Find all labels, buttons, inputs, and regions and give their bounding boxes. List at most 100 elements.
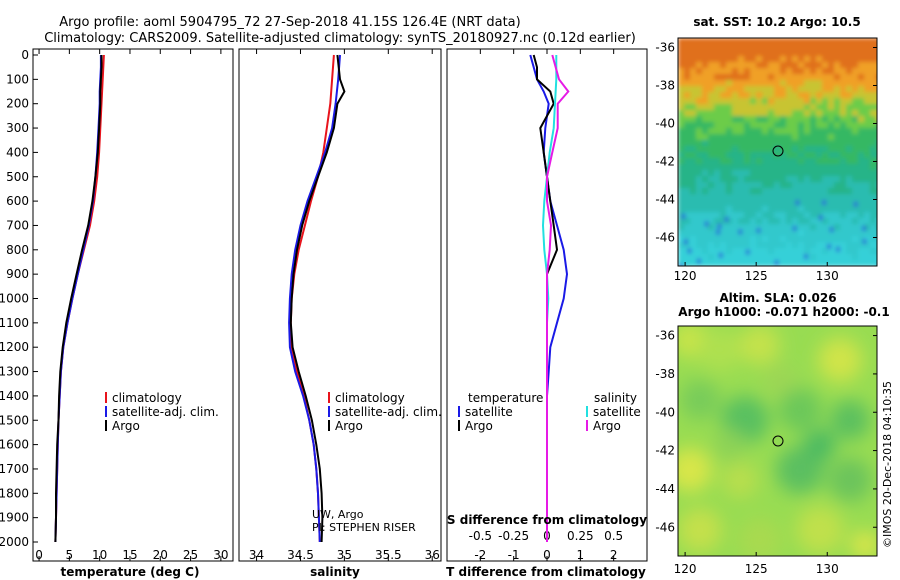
- sst-cell: [792, 104, 799, 111]
- sst-cell: [750, 38, 757, 45]
- sst-cell: [828, 182, 835, 189]
- sst-cell: [762, 170, 769, 177]
- sst-cell: [864, 110, 871, 117]
- sst-cell: [744, 62, 751, 69]
- sla-map-subtitle: Argo h1000: -0.071 h2000: -0.1: [678, 305, 889, 319]
- sst-cell: [792, 170, 799, 177]
- sst-cell: [702, 188, 709, 195]
- sst-cell: [816, 134, 823, 141]
- sst-cell: [864, 44, 871, 51]
- sst-cell: [708, 104, 715, 111]
- sst-cell: [738, 176, 745, 183]
- sst-cell: [714, 44, 721, 51]
- sst-cell: [816, 236, 823, 243]
- sst-cold-speck: [738, 229, 743, 235]
- map-y-tick-label: -44: [655, 482, 675, 496]
- sst-cell: [738, 38, 745, 45]
- sst-cell: [822, 116, 829, 123]
- sst-cell: [834, 212, 841, 219]
- sst-cell: [678, 92, 685, 99]
- sst-cell: [696, 74, 703, 81]
- sla-blob: [830, 400, 870, 440]
- sst-cell: [768, 92, 775, 99]
- sst-cell: [744, 206, 751, 213]
- sst-cell: [846, 206, 853, 213]
- sst-cell: [786, 134, 793, 141]
- sst-cell: [714, 182, 721, 189]
- sst-cell: [840, 68, 847, 75]
- sst-cell: [726, 98, 733, 105]
- sst-cell: [822, 164, 829, 171]
- sst-cell: [858, 182, 865, 189]
- sst-cell: [696, 206, 703, 213]
- sst-cell: [696, 44, 703, 51]
- salinity-panel-frame: [238, 48, 442, 562]
- sst-cell: [678, 212, 685, 219]
- sst-cell: [738, 50, 745, 57]
- sst-cell: [690, 128, 697, 135]
- sst-cell: [846, 80, 853, 87]
- legend-label: climatology: [335, 391, 405, 405]
- sst-cell: [816, 38, 823, 45]
- sst-argo-location-marker: [772, 145, 784, 157]
- sst-cell: [798, 62, 805, 69]
- sst-cell: [834, 74, 841, 81]
- sst-cell: [744, 164, 751, 171]
- sst-cell: [750, 158, 757, 165]
- sst-cell: [702, 134, 709, 141]
- sst-cell: [738, 80, 745, 87]
- sst-cell: [750, 92, 757, 99]
- sst-cell: [720, 218, 727, 225]
- sst-cell: [690, 122, 697, 129]
- sst-cell: [768, 188, 775, 195]
- sst-cell: [750, 74, 757, 81]
- sst-cell: [768, 212, 775, 219]
- sst-cell: [864, 116, 871, 123]
- sst-cell: [690, 50, 697, 57]
- sla-blob: [722, 462, 758, 498]
- sst-cell: [786, 200, 793, 207]
- sst-cell: [714, 248, 721, 255]
- sst-cell: [690, 92, 697, 99]
- sst-cell: [840, 206, 847, 213]
- sst-cell: [708, 134, 715, 141]
- sst-cell: [780, 182, 787, 189]
- sst-cell: [678, 218, 685, 225]
- sst-cell: [690, 236, 697, 243]
- sst-cell: [732, 164, 739, 171]
- sst-cell: [684, 218, 691, 225]
- sst-cell: [858, 86, 865, 93]
- sst-cell: [840, 140, 847, 147]
- sst-cell: [744, 104, 751, 111]
- sst-cell: [840, 236, 847, 243]
- sst-cell: [840, 86, 847, 93]
- sst-cell: [858, 158, 865, 165]
- sst-cell: [738, 218, 745, 225]
- sst-cell: [756, 50, 763, 57]
- sst-cell: [690, 140, 697, 147]
- sst-cell: [762, 80, 769, 87]
- sst-cell: [756, 62, 763, 69]
- x-tick-label: 0: [543, 548, 551, 562]
- sst-cell: [768, 110, 775, 117]
- sst-cell: [714, 176, 721, 183]
- sst-cell: [840, 50, 847, 57]
- sst-cell: [822, 56, 829, 63]
- map-y-tick-label: -46: [655, 231, 675, 245]
- sst-cell: [720, 50, 727, 57]
- sst-cell: [756, 104, 763, 111]
- legend-label: Argo: [593, 419, 621, 433]
- sst-cell: [708, 56, 715, 63]
- sst-cell: [786, 224, 793, 231]
- sst-cell: [732, 110, 739, 117]
- sst-cell: [732, 50, 739, 57]
- sst-cell: [768, 62, 775, 69]
- x-tick-label: 35.5: [375, 548, 402, 562]
- sst-cell: [714, 86, 721, 93]
- sst-cell: [834, 110, 841, 117]
- sst-cell: [738, 248, 745, 255]
- sst-cell: [822, 212, 829, 219]
- legend-label: Argo: [112, 419, 140, 433]
- sst-cell: [834, 122, 841, 129]
- sst-cell: [774, 254, 781, 261]
